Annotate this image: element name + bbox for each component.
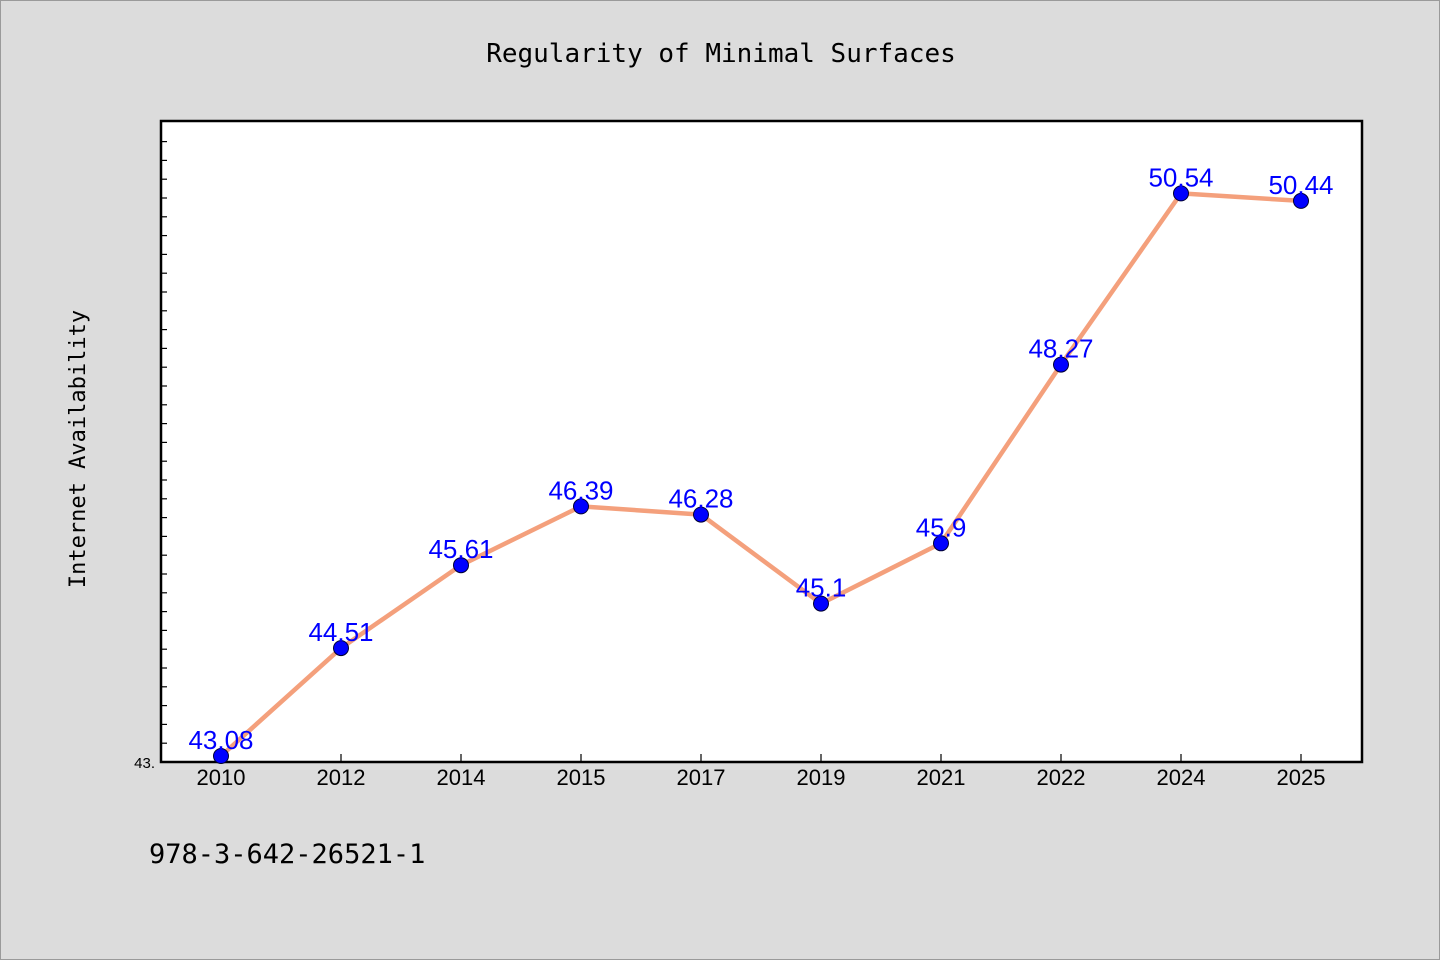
data-label: 46.39 [548, 475, 613, 505]
x-tick-label: 2010 [197, 765, 246, 790]
x-tick-label: 2012 [317, 765, 366, 790]
data-label: 45.1 [796, 573, 847, 603]
data-label: 44.51 [308, 617, 373, 647]
data-point [693, 506, 709, 523]
plot-area [159, 119, 1364, 764]
data-label: 45.9 [916, 512, 967, 542]
y-tick-label: 43. [134, 755, 155, 772]
x-tick-label: 2017 [677, 765, 726, 790]
data-point [213, 748, 229, 764]
data-labels: 43.08 44.51 45.61 46.39 46.28 45.1 45.9 48.27 50… [188, 162, 1333, 755]
y-axis-label: Internet Availability [66, 310, 91, 588]
data-point [453, 557, 469, 574]
x-tick-label: 2024 [1157, 765, 1206, 790]
data-point [1173, 185, 1189, 202]
data-point [813, 595, 829, 612]
data-point [933, 535, 949, 552]
data-label: 46.28 [668, 484, 733, 514]
x-tick-label: 2014 [437, 765, 486, 790]
data-label: 50.44 [1268, 170, 1333, 200]
x-tick-label: 2019 [797, 765, 846, 790]
series-layer [213, 185, 1309, 764]
data-point [1053, 356, 1069, 373]
series-line [218, 191, 1304, 759]
data-point [333, 640, 349, 657]
x-tick-label: 2022 [1037, 765, 1086, 790]
isbn-footer: 978-3-642-26521-1 [149, 839, 425, 870]
x-tick-label: 2021 [917, 765, 966, 790]
x-tick-label: 2025 [1277, 765, 1326, 790]
data-point [1293, 192, 1309, 209]
data-point [573, 498, 589, 515]
y-axis-ticks [161, 141, 167, 763]
data-label: 48.27 [1028, 334, 1093, 364]
data-label: 43.08 [188, 725, 253, 755]
x-tick-label: 2015 [557, 765, 606, 790]
chart-title: Regularity of Minimal Surfaces [486, 39, 956, 69]
x-axis: 2010 2012 2014 2015 2017 2019 2021 2022 2024 2025 [197, 754, 1326, 790]
data-label: 45.61 [428, 534, 493, 564]
data-label: 50.54 [1148, 162, 1213, 192]
